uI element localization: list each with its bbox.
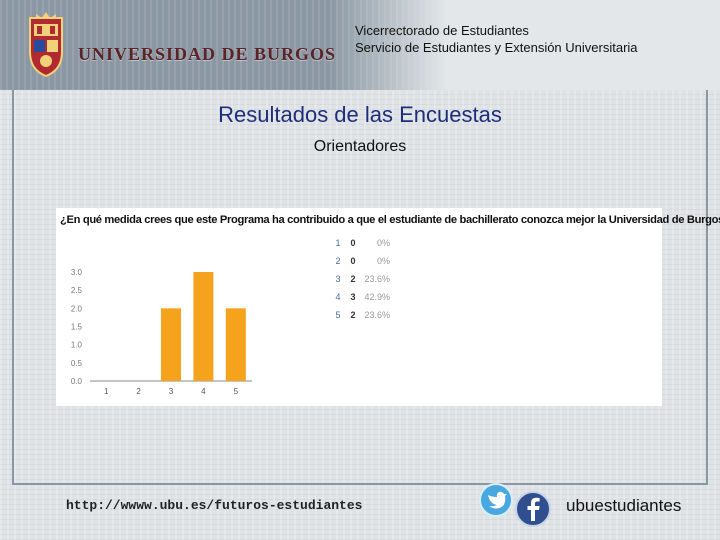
table-percent: 0%	[377, 238, 390, 248]
y-tick-label: 0.5	[71, 359, 83, 368]
x-tick-label: 1	[104, 387, 109, 396]
university-name: UNIVERSIDAD DE BURGOS	[78, 44, 337, 64]
bar-3	[161, 308, 181, 381]
table-percent: 42.9%	[364, 292, 390, 302]
header-line-2: Servicio de Estudiantes y Extensión Univ…	[355, 40, 638, 55]
table-percent: 23.6%	[364, 274, 390, 284]
table-option: 1	[335, 238, 340, 248]
bar-5	[225, 308, 246, 381]
y-tick-label: 1.5	[71, 323, 83, 332]
header-bar: UNIVERSIDAD DE BURGOS Vicerrectorado de …	[0, 0, 720, 90]
twitter-icon[interactable]	[478, 482, 514, 518]
right-frame	[706, 90, 708, 485]
header-text: Vicerrectorado de Estudiantes Servicio d…	[355, 22, 638, 56]
footer-frame	[12, 483, 708, 485]
footer-url-link[interactable]: http://wwww.ubu.es/futuros-estudiantes	[66, 498, 363, 513]
y-tick-label: 2.5	[71, 286, 83, 295]
facebook-icon[interactable]	[514, 490, 552, 528]
header-line-1: Vicerrectorado de Estudiantes	[355, 23, 529, 38]
table-count: 0	[350, 238, 355, 248]
y-tick-label: 2.0	[71, 304, 83, 313]
table-option: 3	[335, 274, 340, 284]
table-percent: 0%	[377, 256, 390, 266]
y-tick-label: 0.0	[71, 377, 83, 386]
table-percent: 23.6%	[364, 310, 390, 320]
table-option: 5	[335, 310, 340, 320]
x-tick-label: 2	[136, 387, 141, 396]
table-option: 2	[335, 256, 340, 266]
bar-4	[193, 272, 214, 381]
x-tick-label: 4	[201, 387, 206, 396]
chart-panel: ¿En qué medida crees que este Programa h…	[56, 208, 720, 406]
left-frame	[12, 90, 14, 485]
chart-title: ¿En qué medida crees que este Programa h…	[60, 214, 720, 226]
social-handle: ubuestudiantes	[566, 496, 682, 515]
table-count: 0	[350, 256, 355, 266]
page-title: Resultados de las Encuestas	[218, 102, 502, 127]
y-tick-label: 1.0	[71, 341, 83, 350]
x-tick-label: 3	[169, 387, 174, 396]
table-count: 3	[350, 292, 355, 302]
y-tick-label: 3.0	[71, 268, 83, 277]
page-subtitle: Orientadores	[313, 138, 407, 155]
bar-chart: 0.00.51.01.52.02.53.01 2 3 4 51 0 0%2 0 0%3 2 23.6…	[71, 238, 390, 396]
table-option: 4	[335, 292, 340, 302]
x-tick-label: 5	[234, 387, 239, 396]
university-crest-icon	[29, 12, 63, 78]
header-band	[330, 0, 720, 90]
table-count: 2	[350, 310, 355, 320]
table-count: 2	[350, 274, 355, 284]
